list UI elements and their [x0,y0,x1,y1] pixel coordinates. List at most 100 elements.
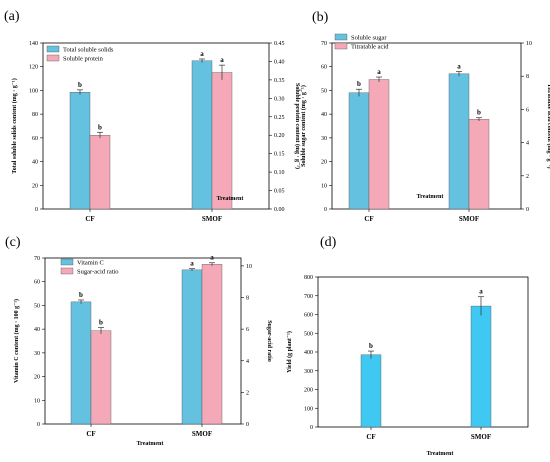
panel-c: (c) 0 10 20 30 40 50 60 70 0 2 4 6 8 10 CF b b SMOF a a Treat… [5,235,272,447]
bar [368,79,390,210]
bar [191,60,213,210]
tick-label-right: 6 [526,107,529,113]
legend-label: Titratable acid [351,44,389,51]
tick-label-left: 60 [32,136,38,142]
x-axis-label: Treatment [217,196,244,202]
plot-frame [42,42,270,210]
tick-label-left: 140 [29,41,38,47]
category-label: SMOF [192,430,212,438]
plot-frame [317,276,529,428]
plot-frame [331,42,522,210]
tick-label-left: 60 [321,65,327,71]
tick-label-right: 0.45 [274,41,285,47]
bar [181,269,203,425]
panel-a: (a) 0 20 40 60 80 100 120 140 0.00 0.05 0.10 0.15 0.2… [4,9,301,223]
significance-letter: a [457,62,461,70]
legend-swatch [60,267,74,275]
tick-label-right: 0.15 [274,152,285,158]
significance-letter: b [79,291,83,299]
tick-label-left: 0 [310,425,313,431]
y-axis-label-right: Soluble protein content (mg · g⁻¹) [294,83,301,169]
tick-label-right: 0.35 [274,78,285,84]
tick-label-right: 0.40 [274,59,285,65]
panel-label: (c) [5,235,21,250]
tick-label-left: 600 [304,313,313,319]
tick-label-right: 2 [526,174,529,180]
tick-label-left: 0 [37,422,40,428]
tick-label-right: 0.00 [274,207,285,213]
category-label: CF [366,433,375,441]
tick-label-right: 6 [246,327,249,333]
significance-letter: a [377,68,381,76]
bar [470,305,492,428]
tick-label-left: 0 [35,207,38,213]
bar [448,73,470,210]
tick-label-right: 0.25 [274,115,285,121]
tick-label-left: 10 [34,398,40,404]
tick-label-left: 30 [34,351,40,357]
tick-label-left: 120 [29,65,38,71]
significance-letter: b [78,81,82,89]
tick-label-right: 0 [526,207,529,213]
panel-label: (d) [320,235,337,250]
significance-letter: a [210,254,214,262]
significance-letter: b [369,342,373,350]
category-label: CF [364,215,373,223]
tick-label-left: 800 [304,275,313,281]
tick-label-left: 40 [34,327,40,333]
bar [70,301,92,425]
bar [89,135,111,210]
tick-label-left: 10 [321,183,327,189]
tick-label-right: 0.10 [274,170,285,176]
bar [201,264,223,425]
tick-label-right: 2 [246,390,249,396]
tick-label-right: 4 [526,141,529,147]
y-axis-label-left: Soluble sugar content (mg · g⁻¹) [300,85,307,167]
significance-letter: a [190,260,194,268]
legend-swatch [334,42,348,50]
tick-label-left: 400 [304,350,313,356]
significance-letter: a [200,50,204,58]
significance-letter: a [220,56,224,64]
tick-label-left: 50 [34,303,40,309]
y-axis-label-left: Total soluble solids content (mg · g⁻¹) [11,78,18,173]
y-axis-label-right: Titratable acid content (mg · g⁻¹) [546,83,550,168]
panel-d: (d) 0 100 200 300 400 500 600 700 800 CF b SMOF a Trea… [286,235,529,457]
legend-label: Total soluble solids [63,47,114,54]
x-axis-label: Treatment [137,441,164,447]
legend-label: Soluble sugar [351,35,387,42]
tick-label-left: 100 [304,406,313,412]
bar [348,92,370,210]
legend-label: Soluble protein [63,56,104,63]
tick-label-left: 200 [304,388,313,394]
y-axis-label-left: Vitamin C content (mg · 100 g⁻¹) [13,299,20,383]
legend-swatch [334,33,348,41]
bar [468,119,490,210]
tick-label-right: 10 [526,41,532,47]
x-axis-label: Treatment [417,194,444,200]
legend-label: Sugar-acid ratio [77,269,119,276]
tick-label-left: 300 [304,369,313,375]
panel-b: (b) 0 10 20 30 40 50 60 70 0 2 4 6 8 10 CF b a SMOF a b Treat… [300,10,550,223]
x-axis-label: Treatment [427,451,454,457]
tick-label-right: 0.20 [274,133,285,139]
tick-label-left: 20 [34,375,40,381]
legend-swatch [60,258,74,266]
legend-swatch [46,45,60,53]
tick-label-left: 50 [321,88,327,94]
tick-label-left: 70 [34,256,40,262]
bar [211,72,233,210]
legend-swatch [46,54,60,62]
tick-label-right: 0 [246,422,249,428]
tick-label-right: 10 [246,264,252,270]
plot-frame [44,257,242,425]
panel-label: (a) [4,9,20,24]
tick-label-left: 80 [32,112,38,118]
tick-label-right: 0.30 [274,96,285,102]
y-axis-label-right: Sugar-acid ratio [266,320,272,362]
bar [69,92,91,210]
tick-label-left: 700 [304,294,313,300]
significance-letter: a [479,288,483,296]
tick-label-right: 0.05 [274,189,285,195]
